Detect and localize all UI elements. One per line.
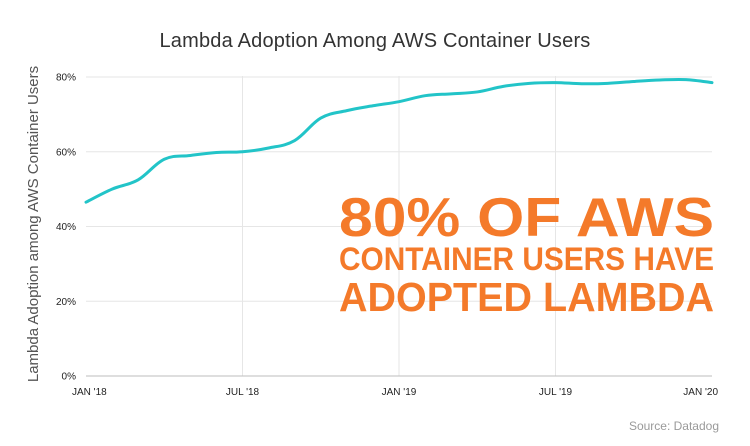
grid-layer <box>86 76 712 376</box>
callout-annotation: 80% OF AWS CONTAINER USERS HAVE ADOPTED … <box>339 186 714 320</box>
y-tick-label: 60% <box>56 147 76 158</box>
series-line <box>84 77 714 204</box>
x-tick-label: JAN '20 <box>683 387 718 398</box>
x-tick-label: JUL '19 <box>539 387 573 398</box>
y-tick-label: 40% <box>56 222 76 233</box>
callout-line-3: ADOPTED LAMBDA <box>339 274 714 320</box>
y-tick-label: 20% <box>56 297 76 308</box>
x-tick-label: JAN '18 <box>72 387 107 398</box>
callout-line-2: CONTAINER USERS HAVE <box>339 241 714 277</box>
x-tick-label: JAN '19 <box>382 387 417 398</box>
callout-line-1: 80% OF AWS <box>339 186 714 248</box>
axis-layer: 0% 20% 40% 60% 80% JAN '18 JUL '18 JAN '19 JUL '… <box>56 73 718 399</box>
y-axis-label: Lambda Adoption among AWS Container User… <box>25 66 42 382</box>
y-tick-label: 0% <box>62 372 77 383</box>
source-note: Source: Datadog <box>629 419 719 433</box>
series-layer <box>84 77 714 204</box>
y-tick-label: 80% <box>56 73 76 84</box>
chart-title: Lambda Adoption Among AWS Container User… <box>159 30 591 52</box>
x-tick-label: JUL '18 <box>226 387 260 398</box>
